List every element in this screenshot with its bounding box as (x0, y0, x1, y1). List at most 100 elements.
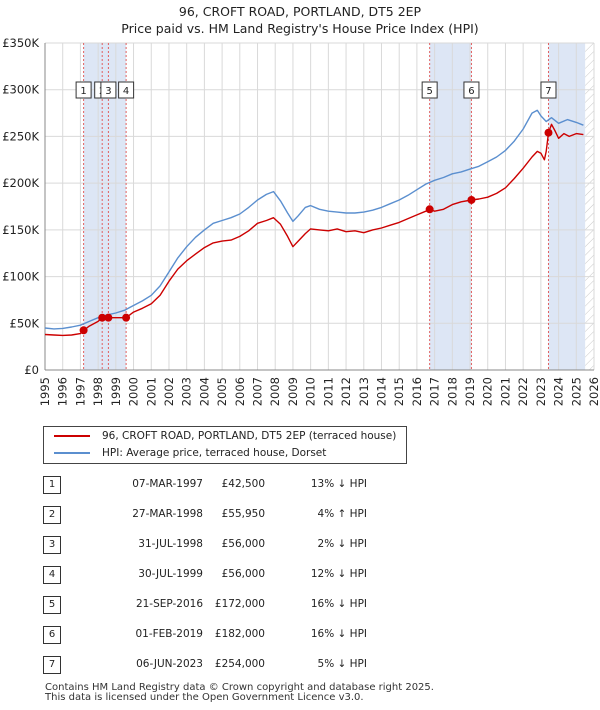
y-tick-label: £300K (2, 83, 39, 97)
x-tick-label: 2009 (286, 377, 300, 406)
x-tick-label: 2015 (392, 377, 406, 406)
x-tick-label: 1996 (56, 377, 70, 406)
transaction-date: 01-FEB-2019 (135, 628, 203, 640)
transaction-number-badge: 4 (43, 566, 61, 584)
transaction-label-text: 5 (426, 86, 432, 97)
transaction-number-badge: 3 (43, 536, 61, 554)
legend-item-hpi: HPI: Average price, terraced house, Dors… (54, 445, 326, 461)
legend-swatch-hpi (54, 452, 90, 454)
x-tick-label: 2000 (127, 377, 141, 406)
transaction-hpi-diff: 5% ↓ HPI (317, 658, 367, 670)
transaction-number-badge: 1 (43, 476, 61, 494)
transaction-price: £172,000 (214, 598, 265, 610)
table-row: 4 30-JUL-1999 £56,000 12% ↓ HPI (43, 566, 563, 584)
transaction-label-frame (75, 81, 92, 99)
x-tick-label: 2003 (180, 377, 194, 406)
plot-area (45, 43, 594, 370)
table-row: 5 21-SEP-2016 £172,000 16% ↓ HPI (43, 596, 563, 614)
x-tick-label: 2011 (321, 377, 335, 406)
x-tick-label: 2019 (463, 377, 477, 406)
legend-swatch-property (54, 435, 90, 437)
transaction-price: £56,000 (221, 538, 265, 550)
x-tick-label: 2017 (428, 377, 442, 406)
chart-title-block: 96, CROFT ROAD, PORTLAND, DT5 2EP Price … (0, 3, 600, 37)
legend-label-property: 96, CROFT ROAD, PORTLAND, DT5 2EP (terra… (102, 430, 397, 442)
x-tick-label: 2012 (339, 377, 353, 406)
transaction-number-badge: 2 (43, 506, 61, 524)
x-tick-label: 2004 (197, 377, 211, 406)
x-tick-label: 2023 (534, 377, 548, 406)
transaction-hpi-diff: 16% ↓ HPI (310, 598, 367, 610)
transaction-price: £42,500 (221, 478, 265, 490)
x-tick-label: 2006 (233, 377, 247, 406)
chart-legend: 96, CROFT ROAD, PORTLAND, DT5 2EP (terra… (43, 426, 407, 464)
y-tick-label: £150K (2, 223, 39, 237)
y-tick-label: £250K (2, 129, 39, 143)
x-tick-label: 1995 (38, 377, 52, 406)
footer-copyright: Contains HM Land Registry data © Crown c… (45, 682, 434, 693)
y-tick-label: £50K (10, 316, 40, 330)
transaction-point (467, 195, 476, 204)
transaction-label-box: 6 (463, 81, 480, 99)
transaction-hpi-diff: 13% ↓ HPI (310, 478, 367, 490)
transaction-date: 07-MAR-1997 (132, 478, 203, 490)
x-tick-label: 1999 (109, 377, 123, 406)
x-tick-label: 2022 (516, 377, 530, 406)
chart-subtitle: Price paid vs. HM Land Registry's House … (121, 21, 479, 36)
x-tick-label: 2010 (304, 377, 318, 406)
transaction-price: £254,000 (214, 658, 265, 670)
transaction-hpi-diff: 16% ↓ HPI (310, 628, 367, 640)
footer: Contains HM Land Registry data © Crown c… (45, 683, 434, 703)
transaction-point (425, 205, 434, 214)
transaction-hpi-diff: 12% ↓ HPI (310, 568, 367, 580)
transaction-label-frame (118, 81, 135, 99)
transaction-point (79, 326, 88, 335)
transaction-label-text: 7 (545, 86, 551, 97)
transaction-number-badge: 7 (43, 656, 61, 674)
transaction-price: £55,950 (221, 508, 265, 520)
y-tick-label: £350K (2, 36, 39, 50)
transaction-label-box: 4 (118, 81, 135, 99)
legend-item-property: 96, CROFT ROAD, PORTLAND, DT5 2EP (terra… (54, 428, 396, 444)
x-tick-label: 2021 (498, 377, 512, 406)
transaction-number-badge: 6 (43, 626, 61, 644)
x-tick-label: 2025 (569, 377, 583, 406)
x-tick-label: 1998 (91, 377, 105, 406)
transaction-label-frame (100, 81, 117, 99)
x-tick-label: 2001 (144, 377, 158, 406)
table-row: 7 06-JUN-2023 £254,000 5% ↓ HPI (43, 656, 563, 674)
table-row: 3 31-JUL-1998 £56,000 2% ↓ HPI (43, 536, 563, 554)
y-tick-label: £200K (2, 176, 39, 190)
transaction-label-text: 6 (468, 86, 474, 97)
transaction-date: 06-JUN-2023 (136, 658, 203, 670)
transaction-point (122, 313, 131, 322)
x-tick-label: 2026 (587, 377, 600, 406)
transaction-label-frame (540, 81, 557, 99)
transaction-date: 31-JUL-1998 (138, 538, 203, 550)
transaction-date: 21-SEP-2016 (135, 598, 203, 610)
transaction-label-box: 5 (421, 81, 438, 99)
transaction-label-text: 1 (80, 86, 86, 97)
transaction-number-badge: 5 (43, 596, 61, 614)
x-tick-label: 2024 (552, 377, 566, 406)
x-tick-label: 2013 (357, 377, 371, 406)
price-chart: 1234567£0£50K£100K£150K£200K£250K£300K£3… (2, 36, 600, 406)
transaction-label-frame (463, 81, 480, 99)
table-row: 1 07-MAR-1997 £42,500 13% ↓ HPI (43, 476, 563, 494)
transaction-point (104, 313, 113, 322)
transaction-hpi-diff: 4% ↑ HPI (317, 508, 367, 520)
x-tick-label: 2005 (215, 377, 229, 406)
transaction-label-box: 7 (540, 81, 557, 99)
transaction-price: £182,000 (214, 628, 265, 640)
x-tick-label: 2020 (481, 377, 495, 406)
x-tick-label: 2018 (445, 377, 459, 406)
x-tick-label: 2007 (251, 377, 265, 406)
transaction-label-frame (421, 81, 438, 99)
x-tick-label: 1997 (73, 377, 87, 406)
chart-title: 96, CROFT ROAD, PORTLAND, DT5 2EP (178, 4, 422, 19)
transaction-label-text: 4 (123, 86, 129, 97)
x-tick-label: 2002 (162, 377, 176, 406)
transaction-hpi-diff: 2% ↓ HPI (317, 538, 367, 550)
x-tick-label: 2008 (268, 377, 282, 406)
transaction-point (98, 313, 107, 322)
